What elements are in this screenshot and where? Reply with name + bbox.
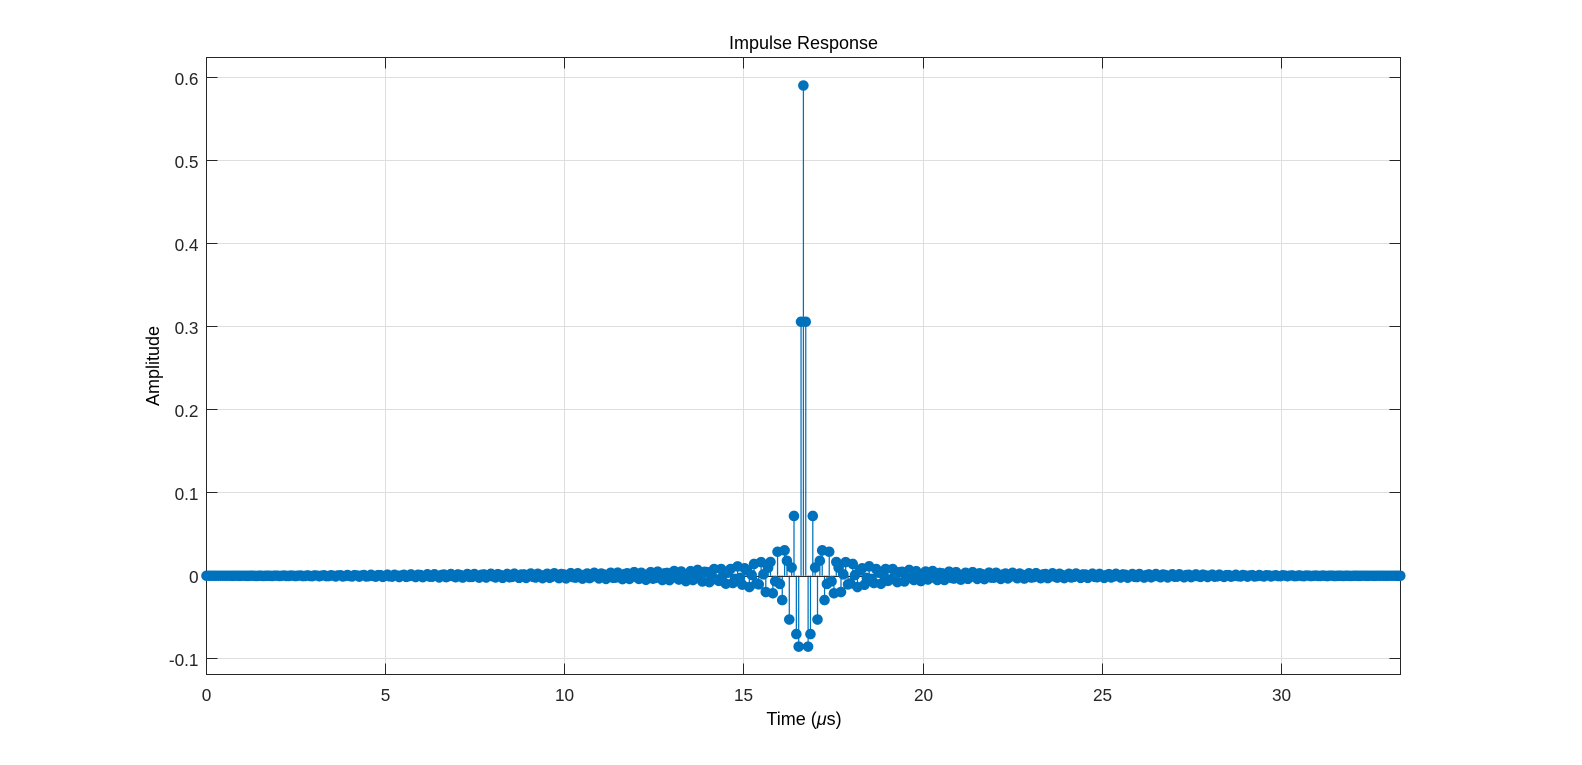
svg-text:5: 5 [381,685,391,705]
svg-text:0.3: 0.3 [175,318,199,338]
svg-text:0: 0 [189,567,199,587]
svg-text:30: 30 [1272,685,1291,705]
svg-text:0.6: 0.6 [175,69,199,89]
svg-text:0.4: 0.4 [175,235,199,255]
svg-text:25: 25 [1093,685,1112,705]
svg-text:Amplitude: Amplitude [143,326,163,406]
svg-text:15: 15 [734,685,753,705]
svg-text:Impulse Response: Impulse Response [729,33,878,53]
svg-text:20: 20 [914,685,933,705]
svg-text:0: 0 [202,685,212,705]
svg-text:0.2: 0.2 [175,401,199,421]
svg-text:10: 10 [555,685,574,705]
svg-text:Time (μs): Time (μs) [766,709,841,729]
svg-text:0.1: 0.1 [175,484,199,504]
svg-text:0.5: 0.5 [175,152,199,172]
svg-text:-0.1: -0.1 [169,650,199,670]
